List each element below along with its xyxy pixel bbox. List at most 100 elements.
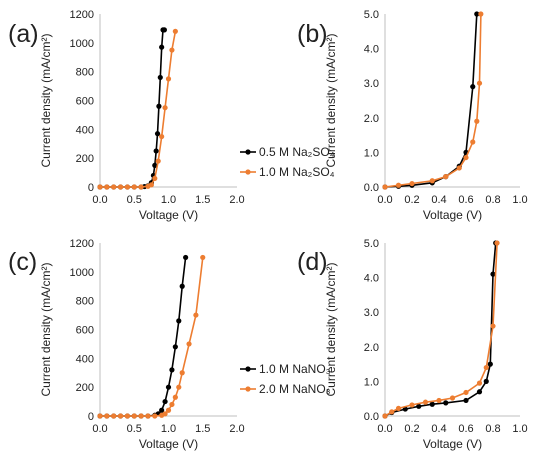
data-point-d-1 (463, 397, 469, 404)
y-tick-label-d: 2.0 (364, 342, 379, 354)
data-point-a-1 (157, 74, 163, 81)
data-point-c-2 (111, 413, 117, 419)
y-tick-label-c: 200 (76, 382, 94, 394)
y-tick-label-b: 0.0 (364, 182, 379, 194)
y-tick-label-b: 3.0 (364, 78, 379, 90)
data-point-c-2 (104, 413, 110, 419)
data-point-b-1 (474, 11, 480, 17)
data-point-d-2 (490, 323, 496, 329)
data-point-b-2 (463, 154, 469, 161)
y-tick-label-b: 2.0 (364, 113, 379, 125)
y-tick-label-d: 3.0 (364, 307, 379, 319)
y-tick-label-b: 5.0 (364, 9, 379, 21)
x-tick-label-a: 2.0 (229, 194, 244, 206)
data-point-a-1 (152, 162, 158, 168)
y-tick-label-d: 1.0 (364, 376, 379, 388)
series-line-c-2 (100, 257, 204, 417)
data-point-b-2 (474, 118, 480, 124)
data-point-a-2 (124, 184, 130, 190)
y-tick-label-b: 1.0 (364, 147, 379, 159)
x-tick-label-a: 0.5 (127, 194, 142, 206)
data-point-a-2 (117, 184, 124, 190)
data-point-c-2 (176, 384, 182, 390)
x-tick-label-d: 0.4 (431, 423, 446, 435)
data-point-b-2 (395, 182, 402, 188)
data-point-a-2 (169, 47, 175, 53)
data-point-b-2 (470, 139, 476, 145)
x-tick-label-b: 1.0 (512, 194, 527, 206)
data-point-b-2 (478, 11, 484, 17)
x-tick-label-b: 0.0 (377, 194, 392, 206)
y-axis-label-b: Current density (mA/cm²) (324, 33, 338, 167)
data-point-b-2 (456, 165, 462, 171)
data-point-c-2 (145, 413, 151, 419)
data-point-a-2 (131, 184, 137, 190)
data-point-d-2 (476, 380, 483, 386)
data-point-c-2 (117, 413, 124, 419)
data-point-b-1 (470, 84, 476, 90)
data-point-c-1 (183, 254, 189, 261)
x-axis-label-b: Voltage (V) (423, 208, 482, 222)
x-tick-label-d: 0.8 (485, 423, 500, 435)
y-axis-label-a: Current density (mA/cm²) (39, 33, 53, 167)
data-point-d-2 (395, 405, 402, 411)
data-point-b-2 (429, 178, 435, 184)
x-tick-label-c: 0.5 (127, 423, 142, 435)
y-tick-label-a: 800 (76, 67, 94, 79)
data-point-c-1 (176, 318, 182, 324)
y-tick-label-a: 1200 (70, 9, 94, 21)
y-tick-label-c: 0 (88, 411, 94, 423)
data-point-a-1 (154, 131, 161, 137)
data-point-d-1 (429, 401, 435, 407)
legend-label-c-2: 2.0 M NaNO₃ (259, 382, 331, 396)
data-point-c-2 (179, 370, 185, 376)
y-tick-label-c: 1000 (70, 267, 94, 279)
data-point-c-2 (186, 341, 192, 347)
data-point-d-1 (476, 389, 483, 395)
data-point-b-2 (382, 184, 388, 190)
panel-label-c: (c) (8, 248, 37, 276)
data-point-a-1 (161, 27, 167, 33)
data-point-a-2 (104, 184, 110, 190)
x-tick-label-a: 0.0 (92, 194, 107, 206)
data-point-b-2 (409, 180, 415, 187)
data-point-c-2 (169, 401, 175, 408)
data-point-b-2 (443, 174, 449, 180)
data-point-a-2 (165, 76, 172, 82)
data-point-c-1 (165, 384, 172, 390)
data-point-a-2 (97, 184, 103, 190)
data-point-c-2 (165, 407, 172, 413)
x-tick-label-b: 0.6 (458, 194, 473, 206)
data-point-c-2 (124, 413, 130, 419)
x-axis-label-c: Voltage (V) (139, 437, 198, 451)
data-point-d-1 (487, 361, 493, 367)
x-axis-label-a: Voltage (V) (139, 208, 198, 222)
data-point-d-2 (382, 413, 388, 419)
x-tick-label-c: 1.0 (161, 423, 176, 435)
data-point-c-1 (172, 344, 178, 350)
data-point-a-2 (155, 158, 161, 164)
x-tick-label-c: 2.0 (229, 423, 244, 435)
data-point-d-1 (443, 400, 449, 406)
data-point-d-2 (449, 395, 456, 401)
legend-marker-a-2 (245, 169, 251, 175)
panel-label-a: (a) (8, 20, 39, 48)
panel-label-b: (b) (297, 20, 328, 48)
x-tick-label-b: 0.4 (431, 194, 446, 206)
x-tick-label-b: 0.8 (485, 194, 500, 206)
data-point-d-2 (389, 409, 395, 415)
data-point-a-1 (153, 148, 159, 154)
x-tick-label-a: 1.0 (161, 194, 176, 206)
y-tick-label-a: 0 (88, 182, 94, 194)
x-axis-label-d: Voltage (V) (423, 437, 482, 451)
data-point-d-2 (463, 389, 469, 396)
data-point-d-2 (436, 397, 442, 404)
legend-label-a-2: 1.0 M Na₂SO₄ (259, 165, 335, 179)
data-point-c-1 (162, 398, 168, 405)
x-tick-label-d: 0.6 (458, 423, 473, 435)
legend-marker-a-1 (245, 149, 251, 155)
y-tick-label-a: 600 (76, 96, 94, 108)
y-axis-label-d: Current density (mA/cm²) (324, 262, 338, 396)
y-tick-label-c: 1200 (70, 238, 94, 250)
legend-label-c-1: 1.0 M NaNO₃ (259, 362, 331, 376)
